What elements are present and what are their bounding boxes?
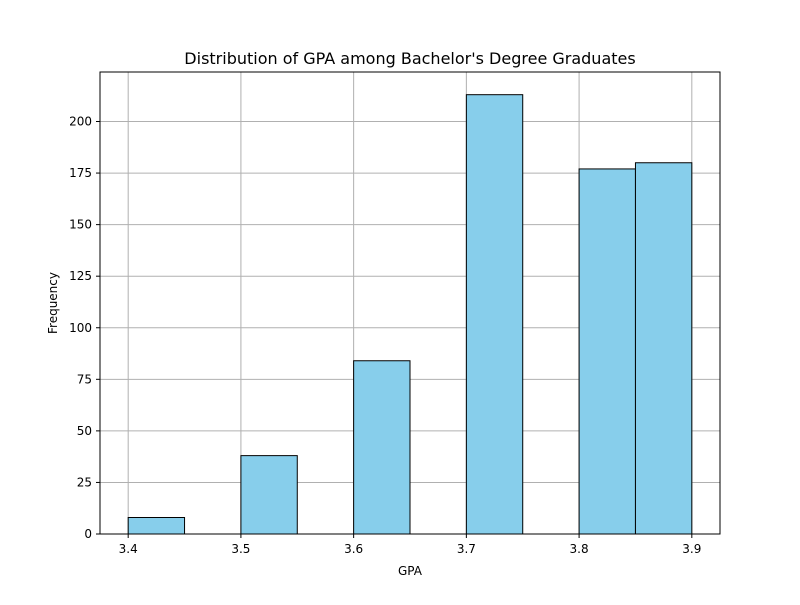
x-tick-label: 3.6 — [344, 542, 363, 556]
chart-title: Distribution of GPA among Bachelor's Deg… — [184, 49, 635, 68]
x-axis-label: GPA — [398, 564, 423, 578]
y-tick-label: 200 — [69, 115, 92, 129]
y-tick-label: 0 — [84, 527, 92, 541]
y-tick-label: 100 — [69, 321, 92, 335]
histogram-bar — [465, 94, 524, 535]
x-axis-ticks: 3.4 3.5 3.6 3.7 3.8 3.9 — [119, 534, 701, 556]
histogram-bar — [240, 455, 298, 535]
histogram-bar — [127, 517, 186, 535]
histogram-bar — [353, 360, 411, 535]
plot-frame — [99, 71, 721, 535]
y-axis-ticks: 0 25 50 75 100 125 150 175 200 — [69, 115, 100, 541]
y-tick-label: 25 — [77, 475, 92, 489]
x-tick-label: 3.5 — [231, 542, 250, 556]
y-tick-label: 50 — [77, 424, 92, 438]
y-tick-label: 75 — [77, 372, 92, 386]
y-tick-label: 125 — [69, 269, 92, 283]
y-axis-label: Frequency — [46, 272, 60, 334]
histogram-bars — [127, 94, 693, 535]
x-tick-label: 3.8 — [570, 542, 589, 556]
y-tick-label: 150 — [69, 218, 92, 232]
histogram-bar — [634, 162, 693, 535]
x-tick-label: 3.9 — [682, 542, 701, 556]
histogram-bar — [578, 168, 636, 535]
x-tick-label: 3.7 — [457, 542, 476, 556]
x-tick-label: 3.4 — [119, 542, 138, 556]
y-tick-label: 175 — [69, 166, 92, 180]
